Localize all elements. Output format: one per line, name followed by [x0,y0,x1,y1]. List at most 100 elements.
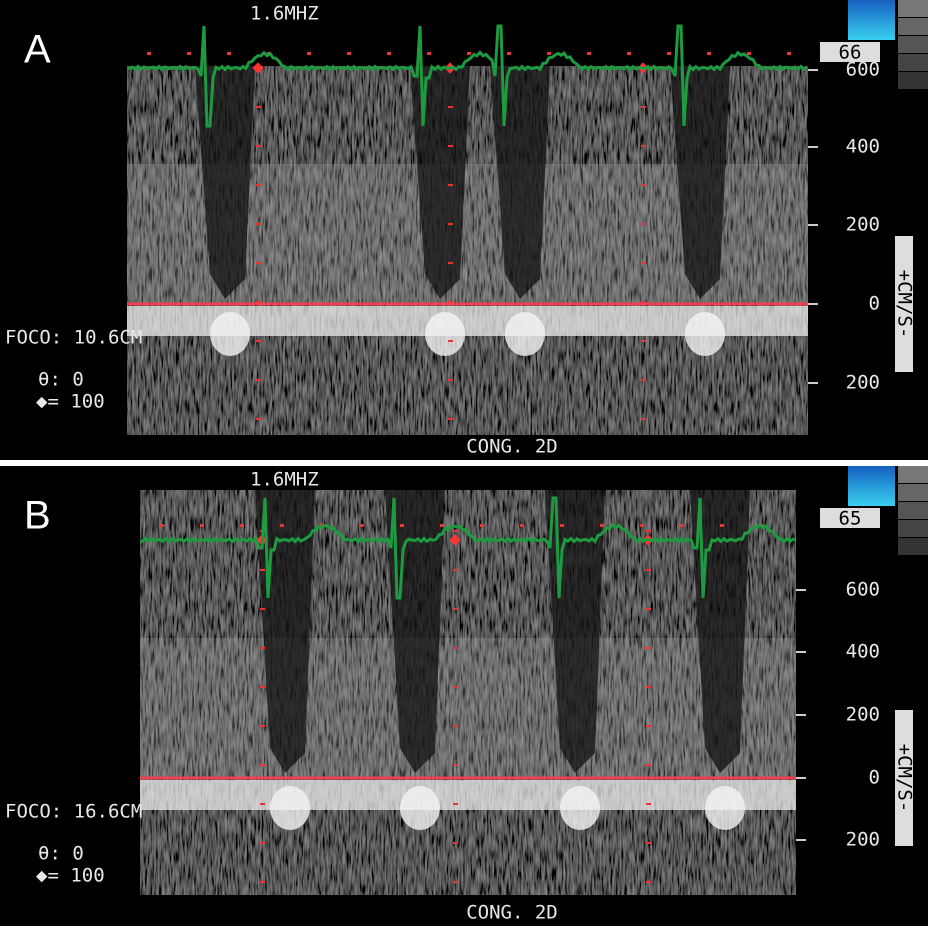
spectrum-noise [140,490,796,895]
gray-swatch [898,18,928,35]
frequency: 1.6MHZ [250,3,319,25]
time-marker [256,418,261,420]
ecg-dot [720,524,724,527]
gray-swatch [898,502,928,519]
unit-box [895,710,913,846]
ecg-dot [427,52,431,55]
ecg-dot [240,524,244,527]
time-marker [260,647,265,649]
time-marker [646,569,651,571]
time-marker [260,881,265,883]
gray-swatch [898,72,928,89]
time-marker [641,418,646,420]
time-marker [453,647,458,649]
time-marker [641,262,646,264]
time-marker [448,301,453,303]
time-marker [453,764,458,766]
systolic-trough [410,66,470,299]
reverse-flow [140,780,796,810]
time-marker [448,223,453,225]
focus: FOCO: 10.6CM [5,327,142,349]
marker-diamond [449,534,461,546]
time-marker [448,379,453,381]
time-marker [453,569,458,571]
ecg-dot [747,52,751,55]
spectrum [127,66,808,435]
time-marker [646,608,651,610]
time-marker [453,608,458,610]
ecg-dot [400,524,404,527]
ecg-dot [200,524,204,527]
time-marker [256,184,261,186]
time-marker [260,764,265,766]
flow-band [140,638,796,778]
velocity-label: 400 [846,641,880,663]
velocity-label: 400 [846,136,880,158]
time-marker [641,223,646,225]
reverse-jet [210,312,250,356]
reverse-jet [270,786,310,830]
gray-swatch [898,0,928,17]
spectrum [140,490,796,895]
ecg-dot [507,52,511,55]
velocity-label: 600 [846,59,880,81]
panel-label: B [24,494,51,538]
ecg-dot [587,52,591,55]
time-marker [641,184,646,186]
doppler-panel: 600 400 200 0 200 +CM/S- 65 B 1.6MHZ FOCO: 16.6CM… [5,466,928,924]
gray-swatch [898,54,928,71]
time-marker [260,842,265,844]
velocity-label: 200 [846,372,880,394]
time-marker [256,301,261,303]
time-marker [260,608,265,610]
mode: CONG. 2D [466,436,558,458]
gain-box [820,42,880,62]
time-marker [260,686,265,688]
time-marker [641,145,646,147]
ecg-trace [127,24,808,128]
time-marker [646,803,651,805]
ecg-dot [640,524,644,527]
ecg-dot [480,524,484,527]
time-marker [260,725,265,727]
angle: θ: 0 [38,369,84,391]
gain: 65 [839,508,862,530]
reverse-jet [705,786,745,830]
time-marker [448,340,453,342]
velocity-label: 0 [869,767,880,789]
time-marker [453,842,458,844]
time-marker [453,881,458,883]
time-marker [646,881,651,883]
gray-swatch [898,466,928,483]
ecg-dot [520,524,524,527]
ecg-dot [227,52,231,55]
ecg-dot [627,52,631,55]
time-marker [641,340,646,342]
angle: θ: 0 [38,843,84,865]
time-marker [453,803,458,805]
ecg-dot [187,52,191,55]
ecg-dot [307,52,311,55]
ecg-trace [140,496,797,600]
ecg-dot [440,524,444,527]
ecg-dot [560,524,564,527]
ecg-dot [147,52,151,55]
time-marker [448,418,453,420]
ecg-dot [600,524,604,527]
time-marker [453,725,458,727]
time-marker [641,106,646,108]
power: ◆= 100 [36,391,105,413]
time-marker [641,301,646,303]
time-marker [453,530,458,532]
time-marker [256,262,261,264]
time-marker [256,379,261,381]
time-marker [260,569,265,571]
ecg-dot [680,524,684,527]
unit-box [895,236,913,372]
time-marker [646,530,651,532]
time-marker [256,106,261,108]
ecg-dot [347,52,351,55]
unit-label: +CM/S- [894,744,916,813]
